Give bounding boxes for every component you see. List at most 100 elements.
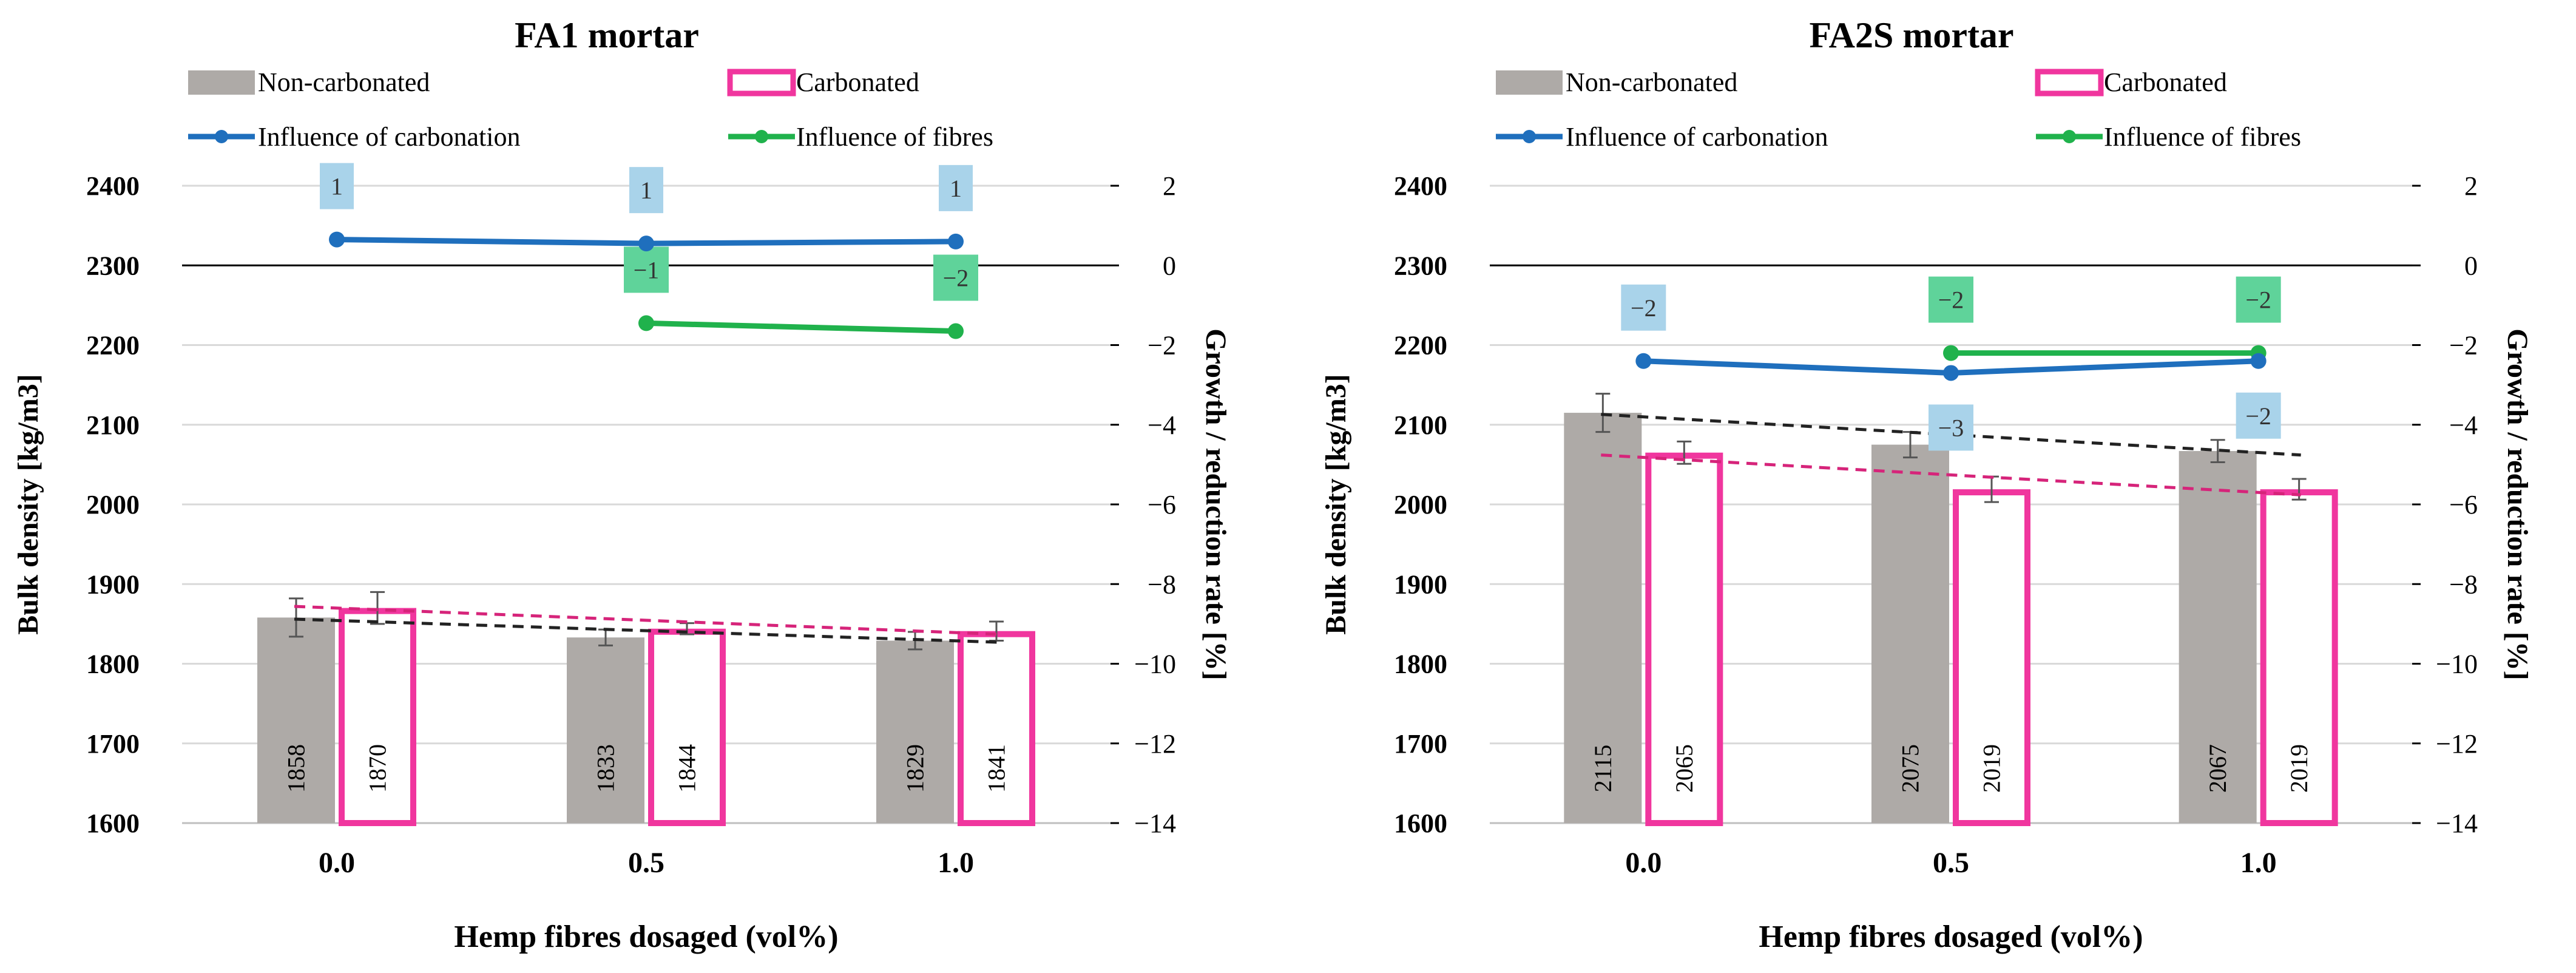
y2-tick-label: 2: [2464, 171, 2478, 201]
y-axis-title: Bulk density [kg/m3]: [12, 374, 44, 634]
bar-value-label: 2075: [1897, 744, 1924, 793]
influence-fibres-point: [638, 315, 654, 331]
y2-tick-label: −14: [1134, 809, 1176, 838]
legend-label-non-carbonated: Non-carbonated: [1566, 67, 1737, 97]
bar-value-label: 2065: [1671, 744, 1698, 793]
y-tick-label: 1900: [1394, 569, 1447, 599]
y-tick-label: 2400: [86, 171, 140, 201]
y2-tick-label: −2: [1148, 331, 1176, 361]
x-tick-label: 1.0: [938, 847, 974, 879]
y-tick-label: 1600: [86, 809, 140, 838]
y2-tick-label: −6: [2449, 490, 2478, 520]
legend-label-influence-carbonation: Influence of carbonation: [1566, 122, 1828, 152]
influence-fibres-label: −2: [1938, 286, 1964, 314]
influence-fibres-label: −2: [2245, 286, 2271, 314]
y-tick-label: 2100: [1394, 410, 1447, 440]
influence-carbonation-label-box: [1621, 284, 1666, 331]
influence-carbonation-label-box: [939, 164, 973, 211]
legend-label-carbonated: Carbonated: [2104, 67, 2227, 97]
y2-tick-label: −8: [2449, 569, 2478, 599]
y-tick-label: 1700: [86, 729, 140, 759]
y-tick-label: 1900: [86, 569, 140, 599]
y-tick-label: 2300: [86, 251, 140, 280]
bar-value-label: 1841: [983, 744, 1010, 793]
influence-carbonation-label-box: [1929, 404, 1973, 451]
influence-fibres-point: [948, 323, 964, 339]
y-tick-label: 2200: [1394, 331, 1447, 361]
legend-label-influence-fibres: Influence of fibres: [796, 122, 993, 152]
influence-fibres-label-box: [933, 254, 978, 301]
x-tick-label: 1.0: [2240, 847, 2277, 879]
influence-carbonation-label: 1: [950, 175, 962, 202]
legend-marker-carbonation: [1523, 130, 1536, 143]
bar-value-label: 1844: [674, 744, 701, 793]
influence-carbonation-label: −3: [1938, 414, 1964, 441]
y2-tick-label: −10: [1134, 649, 1176, 679]
legend-marker-fibres: [2063, 130, 2076, 143]
influence-carbonation-label: 1: [640, 177, 652, 204]
y-tick-label: 2000: [1394, 490, 1447, 520]
chart-panel-1: FA1 mortar Non-carbonated Carbonated Influe…: [12, 15, 1232, 954]
y2-tick-label: −6: [1148, 490, 1176, 520]
legend-swatch-non-carbonated: [188, 70, 255, 95]
y2-tick-label: −4: [1148, 410, 1176, 440]
influence-fibres-line: [646, 320, 956, 334]
influence-carbonation-point: [1635, 353, 1652, 369]
y-tick-label: 1600: [1394, 809, 1447, 838]
bar-value-label: 2019: [2285, 744, 2313, 793]
y-tick-label: 2200: [86, 331, 140, 361]
influence-carbonation-label: −2: [1631, 294, 1657, 322]
legend-label-non-carbonated: Non-carbonated: [258, 67, 430, 97]
legend-marker-fibres: [755, 130, 768, 143]
x-tick-label: 0.0: [319, 847, 355, 879]
bar-value-label: 2067: [2204, 744, 2231, 793]
bar-carbonated: [339, 608, 416, 826]
y2-axis-title: Growth / reduction rate [%]: [1200, 328, 1232, 680]
y2-tick-label: −10: [2436, 649, 2478, 679]
legend-swatch-carbonated: [727, 69, 796, 97]
y-tick-label: 1800: [86, 649, 140, 679]
bar-non-carbonated: [876, 640, 954, 823]
x-tick-label: 0.5: [628, 847, 664, 879]
y2-tick-label: −12: [1134, 729, 1176, 759]
chart-title: FA2S mortar: [1809, 15, 2013, 55]
y-tick-label: 2000: [86, 490, 140, 520]
legend-swatch-non-carbonated: [1496, 70, 1563, 95]
bar-non-carbonated: [1564, 413, 1642, 823]
chart-title: FA1 mortar: [515, 15, 699, 55]
y-axis-title: Bulk density [kg/m3]: [1320, 374, 1352, 634]
influence-fibres-label: −1: [634, 256, 660, 283]
x-tick-label: 0.5: [1933, 847, 1969, 879]
bar-value-label: 1870: [364, 744, 391, 793]
y2-tick-label: 0: [1163, 251, 1176, 280]
bar-value-label: 2115: [1589, 745, 1617, 793]
bar-carbonated: [2260, 489, 2338, 826]
y2-tick-label: 0: [2464, 251, 2478, 280]
bar-value-label: 1858: [283, 744, 310, 793]
trend-line-carbonated: [1601, 453, 2301, 497]
trend-line-non-carbonated: [294, 617, 999, 644]
legend-label-carbonated: Carbonated: [796, 67, 919, 97]
x-axis-title: Hemp fibres dosaged (vol%): [454, 920, 838, 954]
influence-carbonation-label-box: [320, 163, 354, 209]
influence-carbonation-point: [329, 231, 345, 248]
y-tick-label: 2100: [86, 410, 140, 440]
influence-fibres-label-box: [624, 246, 669, 293]
influence-fibres-point: [1943, 345, 1959, 361]
y-tick-label: 1700: [1394, 729, 1447, 759]
y-tick-label: 2400: [1394, 171, 1447, 201]
x-axis-title: Hemp fibres dosaged (vol%): [1759, 920, 2143, 954]
bar-non-carbonated: [2179, 451, 2257, 823]
bar-carbonated: [1953, 489, 2030, 826]
influence-fibres-label-box: [2236, 276, 2281, 323]
y2-tick-label: −8: [1148, 569, 1176, 599]
influence-fibres-label-box: [1929, 276, 1973, 323]
y2-tick-label: −2: [2449, 331, 2478, 361]
influence-carbonation-label: −2: [2245, 402, 2271, 430]
bar-carbonated: [648, 628, 726, 826]
bar-carbonated: [958, 631, 1035, 826]
y2-axis-title: Growth / reduction rate [%]: [2501, 328, 2534, 680]
influence-carbonation-point: [1943, 365, 1959, 381]
